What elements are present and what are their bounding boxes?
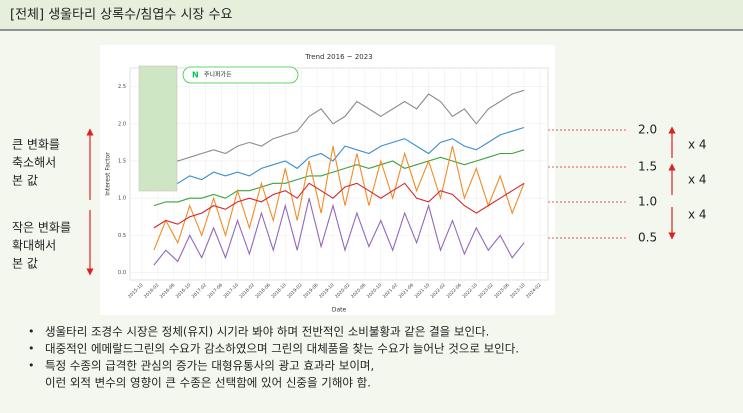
y-tick-label: 1.0: [118, 196, 126, 202]
y-tick-label: 2.0: [118, 121, 126, 127]
series-line: [153, 126, 525, 184]
header-bar: [0, 0, 743, 30]
y-tick-label: 0.0: [118, 270, 126, 276]
scale-level: 0.5: [638, 231, 657, 245]
series-line: [153, 182, 525, 229]
y-tick-label: 0.5: [118, 233, 126, 239]
side-note: 작은 변화를: [12, 221, 71, 235]
bullet-text: 대중적인 에메랄드그린의 수요가 감소하였으며 그린의 대체품을 찾는 수요가 …: [45, 342, 519, 356]
chart-title: Trend 2016 ~ 2023: [304, 53, 372, 61]
scale-level: 2.0: [638, 123, 657, 137]
bullet-dot: •: [28, 342, 35, 355]
scale-level: 1.0: [638, 195, 657, 209]
header-title: [전체] 생울타리 상록수/침엽수 시장 수요: [10, 8, 232, 23]
y-tick-label: 2.5: [118, 84, 126, 90]
search-icon: N: [192, 71, 199, 80]
search-text: 주니퍼가든: [204, 71, 232, 79]
bullet-dot: •: [28, 325, 35, 338]
legend-box: [138, 65, 178, 192]
bullet-text: 이런 외적 변수의 영향이 큰 수종은 선택함에 있어 신중을 기해야 함.: [45, 376, 371, 390]
series-line: [153, 89, 525, 162]
side-note: 확대해서: [12, 239, 56, 253]
side-note: 본 값: [12, 174, 38, 188]
series-line: [153, 198, 525, 266]
multiplier: x 4: [688, 173, 707, 187]
side-note: 본 값: [12, 257, 38, 271]
series-line: [153, 145, 525, 251]
y-tick-label: 1.5: [118, 158, 126, 164]
scale-level: 1.5: [638, 160, 657, 174]
search-widget: [182, 66, 299, 84]
multiplier: x 4: [688, 138, 707, 152]
side-note: 축소해서: [12, 156, 56, 170]
bullet-text: 생울타리 조경수 시장은 정체(유지) 시기라 봐야 하며 전반적인 소비불황과…: [45, 325, 489, 339]
side-note: 큰 변화를: [12, 138, 60, 152]
series-line: [153, 149, 525, 207]
x-axis-label: Date: [332, 307, 347, 314]
bullet-dot: •: [28, 359, 35, 372]
multiplier: x 4: [688, 208, 707, 222]
y-axis-label: Interest Factor: [105, 152, 112, 196]
bullet-text: 특정 수종의 급격한 관심의 증가는 대형유통사의 광고 효과라 보이며,: [45, 359, 374, 373]
